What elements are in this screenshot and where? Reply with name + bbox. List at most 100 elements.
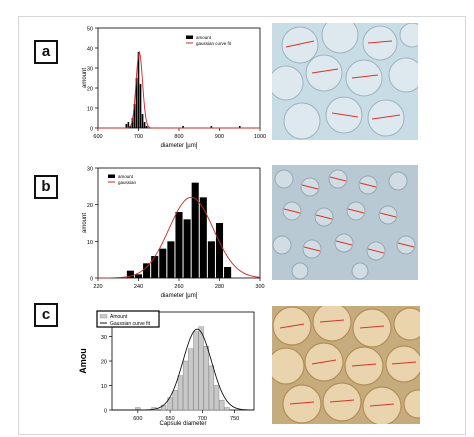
- bar: [183, 219, 191, 278]
- chart-a-svg: 0 10 20 30 40 50 600 700 800 900 1000 diameter [µm]…: [82, 27, 266, 150]
- bar: [193, 331, 199, 411]
- bar: [133, 104, 136, 128]
- bar: [203, 346, 209, 411]
- x-tick-label: 900: [215, 134, 224, 140]
- bar: [238, 126, 241, 128]
- x-tick-label: 650: [165, 416, 174, 422]
- chart-c-svg: 010203040600650700750Capsule diameterAmo…: [78, 310, 255, 427]
- micrograph-b-image: [272, 165, 418, 280]
- plot-area: [97, 27, 261, 129]
- bar: [151, 256, 159, 278]
- bar: [135, 78, 138, 128]
- bar: [143, 263, 151, 278]
- fit-curve: [112, 328, 254, 411]
- bar: [182, 360, 189, 411]
- x-tick-label: 1000: [254, 134, 266, 140]
- x-axis-label: Capsule diameter: [159, 421, 206, 427]
- legend-label-fit: Gaussian curve fit: [110, 321, 151, 327]
- y-axis-label: amount: [82, 68, 88, 88]
- x-tick-label: 300: [255, 284, 264, 290]
- panel-label-a: a: [34, 40, 58, 64]
- legend-label-bars: Amount: [110, 314, 128, 320]
- bar: [224, 407, 230, 411]
- legend-swatch-bars: [186, 35, 193, 39]
- x-tick-label: 220: [93, 284, 102, 290]
- legend-label-fit: gaussian curve fit: [196, 41, 232, 46]
- fit-curve: [98, 50, 260, 129]
- bar: [208, 365, 215, 411]
- bar: [191, 182, 199, 278]
- bar: [129, 126, 132, 128]
- bar: [210, 126, 213, 128]
- micrograph-a-image: [272, 23, 418, 140]
- bar: [219, 399, 225, 411]
- bar: [145, 126, 148, 128]
- bar: [177, 375, 184, 411]
- micrograph-a: [272, 23, 418, 140]
- panel-label-b: b: [34, 175, 58, 199]
- x-tick-label: 800: [174, 134, 183, 140]
- bar: [224, 267, 232, 278]
- panel-label-c: c: [34, 303, 58, 327]
- chart-a: 0 10 20 30 40 50 600 700 800 900 1000 diameter [µm]…: [78, 22, 268, 150]
- y-tick-label: 30: [101, 335, 107, 341]
- micrograph-c: [272, 306, 420, 424]
- y-tick-label: 40: [87, 47, 93, 53]
- bar: [199, 197, 207, 278]
- x-tick-label: 700: [198, 416, 207, 422]
- x-axis-label: diameter [µm]: [161, 293, 198, 299]
- legend-box: [96, 310, 160, 328]
- chart-b-svg: 0 10 20 30 220 240 260 280 300 diameter [µm] amoun…: [82, 167, 265, 300]
- y-axis-label: Amou: [78, 348, 88, 374]
- x-tick-label: 280: [215, 284, 224, 290]
- legend-label-fit: gaussian: [118, 180, 137, 185]
- bar: [188, 348, 194, 411]
- x-tick-label: 600: [133, 416, 142, 422]
- micrograph-b: [272, 165, 418, 280]
- legend-label-bars: amount: [118, 174, 134, 179]
- bar: [198, 326, 204, 411]
- y-tick-label: 30: [87, 167, 93, 173]
- bar: [159, 248, 167, 278]
- bar: [143, 122, 146, 128]
- bar: [182, 126, 184, 128]
- bar: [131, 118, 134, 128]
- bar: [126, 270, 134, 278]
- y-tick-label: 20: [87, 203, 93, 209]
- x-axis-label: diameter [µm]: [161, 143, 198, 149]
- legend-label-bars: amount: [196, 35, 212, 40]
- x-tick-label: 240: [134, 284, 143, 290]
- fit-curve: [97, 196, 261, 279]
- micrograph-c-image: [272, 306, 420, 424]
- x-tick-label: 700: [134, 134, 143, 140]
- bar: [137, 52, 140, 128]
- y-tick-label: 0: [90, 277, 93, 283]
- bar: [175, 212, 183, 278]
- legend-swatch-bars: [99, 314, 108, 319]
- bar: [134, 274, 143, 278]
- y-tick-label: 0: [104, 409, 107, 415]
- bar: [172, 390, 178, 411]
- x-tick-label: 600: [93, 134, 102, 140]
- chart-c: 010203040600650700750Capsule diameterAmo…: [78, 306, 268, 428]
- y-axis-label: amount: [82, 213, 88, 233]
- y-tick-label: 10: [87, 240, 93, 246]
- bar: [207, 241, 215, 278]
- x-tick-label: 750: [230, 416, 239, 422]
- bar: [127, 122, 130, 128]
- bar: [125, 124, 128, 128]
- y-tick-label: 10: [87, 107, 93, 113]
- chart-b: 0 10 20 30 220 240 260 280 300 diameter [µm] amoun…: [78, 162, 268, 300]
- bar: [167, 241, 175, 278]
- bar: [213, 385, 220, 411]
- x-tick-label: 260: [174, 284, 183, 290]
- y-tick-label: 50: [87, 27, 93, 33]
- y-tick-label: 0: [90, 127, 93, 133]
- y-tick-label: 10: [101, 384, 107, 390]
- y-tick-label: 20: [87, 87, 93, 93]
- bar: [141, 114, 144, 128]
- bar: [139, 84, 142, 128]
- legend-swatch-bars: [108, 174, 115, 178]
- y-tick-label: 30: [87, 67, 93, 73]
- y-tick-label: 20: [101, 360, 107, 366]
